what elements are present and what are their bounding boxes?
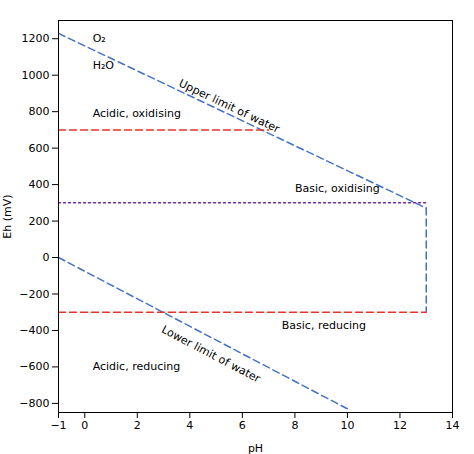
svg-text:800: 800 [29, 105, 50, 118]
svg-text:Basic, oxidising: Basic, oxidising [295, 182, 380, 195]
svg-text:200: 200 [29, 215, 50, 228]
svg-text:H₂O: H₂O [93, 59, 115, 72]
svg-text:600: 600 [29, 142, 50, 155]
svg-text:−600: −600 [19, 360, 49, 373]
svg-text:12: 12 [393, 419, 407, 432]
svg-text:Acidic, oxidising: Acidic, oxidising [93, 107, 181, 120]
svg-text:Basic, reducing: Basic, reducing [282, 319, 366, 332]
svg-text:Upper limit of water: Upper limit of water [177, 77, 282, 136]
svg-text:−200: −200 [19, 288, 49, 301]
svg-text:−800: −800 [19, 397, 49, 410]
svg-text:pH: pH [248, 442, 263, 454]
svg-text:Lower limit of water: Lower limit of water [159, 323, 263, 386]
svg-text:O₂: O₂ [93, 32, 106, 45]
svg-text:−1: −1 [50, 419, 66, 432]
svg-text:1000: 1000 [22, 69, 50, 82]
svg-text:Acidic, reducing: Acidic, reducing [93, 360, 181, 373]
svg-text:0: 0 [81, 419, 88, 432]
svg-text:1200: 1200 [22, 32, 50, 45]
svg-text:8: 8 [291, 419, 298, 432]
svg-text:2: 2 [134, 419, 141, 432]
svg-text:400: 400 [29, 178, 50, 191]
svg-text:10: 10 [340, 419, 354, 432]
svg-text:0: 0 [43, 251, 50, 264]
svg-text:14: 14 [446, 419, 460, 432]
svg-text:6: 6 [239, 419, 246, 432]
svg-text:Eh (mV): Eh (mV) [1, 194, 14, 238]
svg-text:4: 4 [186, 419, 193, 432]
svg-text:−400: −400 [19, 324, 49, 337]
